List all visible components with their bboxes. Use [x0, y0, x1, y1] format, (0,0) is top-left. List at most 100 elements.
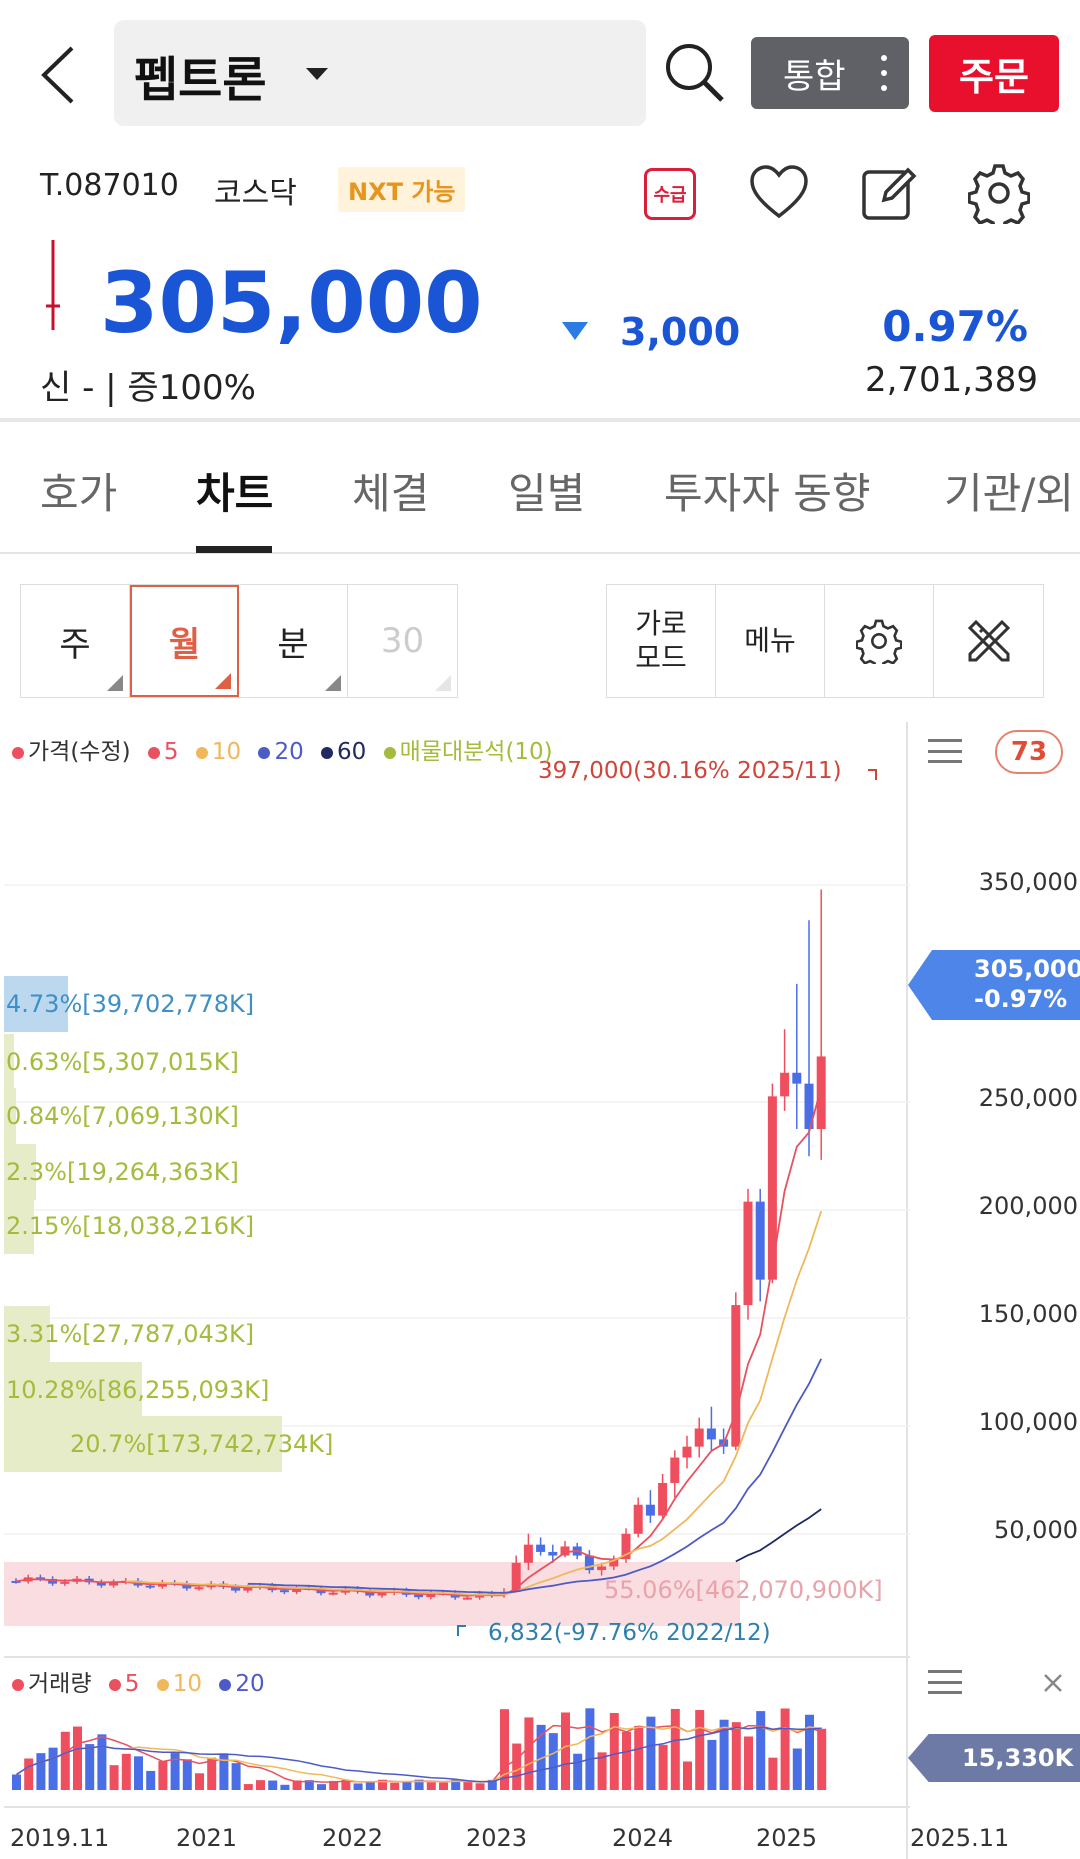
- candle-body: [621, 1533, 631, 1560]
- volume-bar: [744, 1736, 753, 1790]
- current-price: 305,000: [100, 254, 483, 352]
- volume-profile-label: 20.7%[173,742,734K]: [70, 1430, 333, 1458]
- volume-bar: [487, 1779, 497, 1790]
- integrated-label: 통합: [783, 56, 846, 97]
- candle-body: [462, 1597, 472, 1600]
- volume-bar: [512, 1743, 522, 1790]
- heart-icon[interactable]: [748, 162, 810, 224]
- volume-bar: [378, 1779, 387, 1790]
- legend-vma10: 10: [172, 1671, 203, 1697]
- supply-button[interactable]: 수급: [644, 168, 696, 220]
- volume-bar: [390, 1782, 400, 1790]
- candle-body: [511, 1562, 521, 1592]
- period-week-label: 주: [59, 624, 91, 665]
- legend-ma10: 10: [211, 739, 242, 765]
- volume-bar: [756, 1711, 766, 1790]
- candle-body: [694, 1428, 704, 1447]
- volume-profile-bar: [4, 1362, 142, 1418]
- back-arrow-icon[interactable]: [38, 44, 82, 106]
- volume-bar: [585, 1708, 595, 1790]
- period-month-label: 월: [168, 624, 201, 665]
- y-tick-label: 200,000: [978, 1192, 1078, 1220]
- candle-body: [243, 1587, 253, 1591]
- stock-code: T.087010: [40, 168, 179, 203]
- edit-icon[interactable]: [858, 162, 920, 224]
- tab-institution[interactable]: 기관/외: [944, 469, 1075, 518]
- candle-body: [597, 1566, 607, 1571]
- drawing-tools-button[interactable]: [934, 585, 1043, 697]
- signal-count-badge[interactable]: 73: [995, 730, 1063, 774]
- down-triangle-icon: [562, 322, 588, 340]
- ma5-line: [15, 1087, 823, 1597]
- volume-bar: [780, 1708, 790, 1790]
- stock-selector[interactable]: [114, 20, 646, 126]
- volume-bar: [414, 1779, 424, 1790]
- volume-profile-bar: [4, 1306, 50, 1362]
- candle-body: [145, 1585, 155, 1588]
- volume-bar: [182, 1759, 192, 1790]
- legend-price: 가격(수정): [28, 739, 131, 765]
- tab-orderbook[interactable]: 호가: [40, 469, 118, 518]
- candle-body: [792, 1072, 802, 1084]
- price-change: 3,000: [620, 310, 741, 354]
- trade-volume: 2,701,389: [864, 360, 1038, 400]
- legend-ma20: 20: [274, 739, 304, 765]
- price-chart[interactable]: 4.73%[39,702,778K] 0.63%[5,307,015K] 0.84%…: [4, 722, 910, 1859]
- volume-bar: [231, 1763, 241, 1790]
- search-icon[interactable]: [662, 40, 728, 106]
- volume-bar: [85, 1744, 95, 1790]
- y-tick-label: 250,000: [978, 1084, 1078, 1112]
- volume-bar: [353, 1783, 363, 1790]
- market-label: 코스닥: [214, 176, 297, 211]
- tab-trades[interactable]: 체결: [352, 469, 430, 518]
- candle-body: [60, 1581, 70, 1584]
- volume-profile-bar: [4, 1088, 16, 1144]
- stock-name[interactable]: 펩트론: [134, 52, 267, 108]
- volume-bar: [500, 1709, 509, 1790]
- candle-body: [365, 1591, 375, 1596]
- candle-body: [645, 1504, 655, 1516]
- volume-profile-label: 10.28%[86,255,093K]: [6, 1376, 269, 1404]
- candle-body: [11, 1580, 21, 1583]
- chevron-down-icon[interactable]: [306, 68, 328, 80]
- order-button[interactable]: 주문: [929, 35, 1059, 112]
- close-icon[interactable]: [1042, 1672, 1064, 1694]
- volume-bar: [121, 1753, 131, 1790]
- period-week-button[interactable]: 주: [21, 585, 130, 697]
- volume-bar: [609, 1713, 619, 1790]
- volume-bar: [439, 1782, 448, 1790]
- candle-body: [414, 1594, 424, 1598]
- candle-body: [548, 1551, 558, 1556]
- price-panel-menu-icon[interactable]: [928, 739, 962, 763]
- integrated-button[interactable]: 통합: [751, 37, 909, 109]
- tab-chart[interactable]: 차트: [196, 469, 274, 518]
- candle-body: [658, 1482, 668, 1516]
- y-tick-label: 350,000: [978, 868, 1078, 896]
- volume-bar: [243, 1784, 253, 1790]
- chart-menu-button[interactable]: 메뉴: [716, 585, 825, 697]
- settings-gear-icon[interactable]: [968, 162, 1030, 224]
- high-marker-arrow: [868, 769, 877, 780]
- candle-body: [536, 1544, 546, 1552]
- tab-investor-trend[interactable]: 투자자 동향: [664, 469, 871, 518]
- legend-ma60: 60: [337, 739, 367, 765]
- period-month-button[interactable]: 월: [130, 585, 239, 697]
- candle-body: [35, 1577, 45, 1580]
- period-30-button[interactable]: 30: [348, 585, 457, 697]
- period-minute-button[interactable]: 분: [239, 585, 348, 697]
- volume-bar: [475, 1783, 485, 1790]
- candle-body: [377, 1592, 387, 1596]
- candle-body: [767, 1096, 777, 1280]
- volume-panel-menu-icon[interactable]: [928, 1670, 962, 1694]
- volume-bar: [817, 1728, 827, 1790]
- landscape-mode-button[interactable]: 가로 모드: [607, 585, 716, 697]
- volume-profile-label: 2.15%[18,038,216K]: [6, 1212, 254, 1240]
- chart-settings-button[interactable]: [825, 585, 934, 697]
- candle-body: [755, 1201, 765, 1280]
- volume-bar: [304, 1780, 314, 1790]
- y-tick-label: 100,000: [978, 1408, 1078, 1436]
- tab-daily[interactable]: 일별: [508, 469, 586, 518]
- volume-bar: [48, 1747, 58, 1790]
- volume-bar: [12, 1774, 21, 1790]
- volume-bar: [195, 1773, 204, 1790]
